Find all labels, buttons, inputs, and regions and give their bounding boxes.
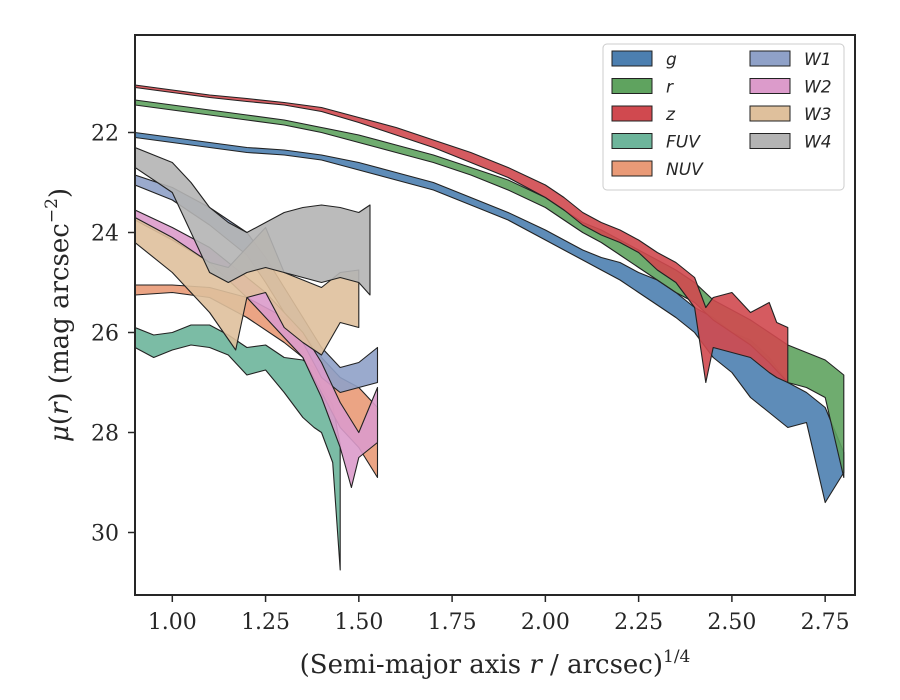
y-tick-label: 28: [91, 422, 119, 447]
band-w4: [135, 146, 371, 296]
x-axis-label: (Semi-major axis r / arcsec)1/4: [300, 647, 691, 680]
y-tick-label: 30: [91, 522, 119, 547]
legend-swatch-w3: [749, 105, 791, 122]
profile-bands: [135, 84, 845, 571]
legend-label-r: r: [666, 78, 674, 98]
band-z: [135, 84, 789, 384]
y-axis-ticks: 22 24 26 28 30: [91, 122, 135, 547]
legend: grz FUV NUV W1 W2 W3 W4: [602, 43, 845, 191]
x-tick-label: 2.00: [521, 610, 570, 635]
legend-swatch-nuv: [611, 160, 653, 177]
legend-swatch-g: [611, 50, 653, 67]
y-tick-label: 24: [91, 222, 119, 247]
x-axis-ticks: 1.00 1.25 1.50 1.75 2.00 2.25 2.50 2.75: [148, 595, 850, 635]
legend-swatch-w4: [749, 133, 791, 149]
x-tick-label: 2.50: [707, 610, 756, 635]
x-tick-label: 2.75: [801, 610, 850, 635]
y-tick-label: 26: [91, 322, 119, 347]
legend-label-fuv: FUV: [666, 133, 701, 153]
band-r: [135, 99, 845, 479]
legend-label-w2: W2: [804, 78, 832, 98]
legend-label-g: g: [666, 50, 677, 70]
x-tick-label: 1.25: [241, 610, 290, 635]
x-tick-label: 1.00: [148, 610, 197, 635]
legend-label-w4: W4: [804, 133, 832, 153]
legend-swatch-r: [611, 78, 653, 94]
legend-label-nuv: NUV: [666, 160, 704, 180]
x-tick-label: 2.25: [614, 610, 663, 635]
legend-swatch-w2: [749, 78, 791, 94]
legend-swatch-fuv: [611, 133, 653, 149]
legend-label-w1: W1: [804, 50, 832, 70]
y-tick-label: 22: [91, 122, 119, 147]
y-axis-label: μ(r) (mag arcsec−2): [42, 188, 75, 442]
band-fuv: [135, 324, 341, 571]
legend-label-w3: W3: [804, 105, 832, 125]
x-tick-label: 1.75: [428, 610, 477, 635]
legend-swatch-w1: [749, 50, 791, 67]
legend-swatch-z: [611, 105, 653, 122]
x-tick-label: 1.50: [334, 610, 383, 635]
legend-label-z: z: [665, 105, 676, 125]
plot-frame: [134, 34, 856, 596]
